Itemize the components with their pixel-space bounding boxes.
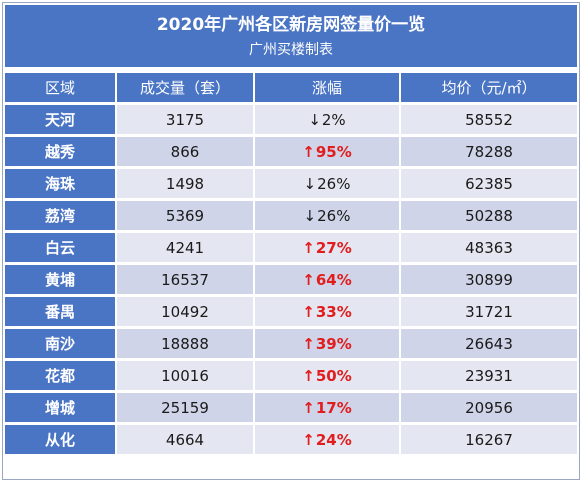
change-value: 17% bbox=[315, 398, 352, 417]
change-cell: ↓26% bbox=[253, 201, 399, 230]
page-subtitle: 广州买楼制表 bbox=[249, 42, 333, 58]
column-header-change: 涨幅 bbox=[253, 73, 399, 102]
volume-cell: 3175 bbox=[115, 105, 253, 134]
price-cell: 50288 bbox=[399, 201, 577, 230]
region-cell: 荔湾 bbox=[5, 201, 115, 230]
table-row: 增城 25159 ↑17% 20956 bbox=[5, 393, 577, 422]
arrow-up-icon: ↑ bbox=[302, 334, 315, 353]
table-row: 荔湾 5369 ↓26% 50288 bbox=[5, 201, 577, 230]
price-cell: 16267 bbox=[399, 425, 577, 454]
change-down: ↓2% bbox=[308, 111, 345, 129]
volume-cell: 4664 bbox=[115, 425, 253, 454]
change-up: ↑24% bbox=[302, 431, 351, 449]
table-row: 海珠 1498 ↓26% 62385 bbox=[5, 169, 577, 198]
change-cell: ↑27% bbox=[253, 233, 399, 262]
column-header-volume: 成交量（套） bbox=[115, 73, 253, 102]
volume-cell: 4241 bbox=[115, 233, 253, 262]
region-cell: 越秀 bbox=[5, 137, 115, 166]
price-cell: 48363 bbox=[399, 233, 577, 262]
page-title: 2020年广州各区新房网签量价一览 bbox=[156, 15, 426, 35]
change-cell: ↑95% bbox=[253, 137, 399, 166]
table-row: 从化 4664 ↑24% 16267 bbox=[5, 425, 577, 454]
change-value: 26% bbox=[317, 174, 351, 193]
column-header-region: 区域 bbox=[5, 73, 115, 102]
region-cell: 海珠 bbox=[5, 169, 115, 198]
volume-cell: 866 bbox=[115, 137, 253, 166]
change-cell: ↑39% bbox=[253, 329, 399, 358]
arrow-up-icon: ↑ bbox=[302, 398, 315, 417]
volume-cell: 1498 bbox=[115, 169, 253, 198]
region-cell: 黄埔 bbox=[5, 265, 115, 294]
change-value: 50% bbox=[315, 366, 352, 385]
change-value: 24% bbox=[315, 430, 352, 449]
change-up: ↑33% bbox=[302, 303, 351, 321]
change-down: ↓26% bbox=[304, 175, 351, 193]
change-up: ↑17% bbox=[302, 399, 351, 417]
arrow-up-icon: ↑ bbox=[302, 302, 315, 321]
price-cell: 20956 bbox=[399, 393, 577, 422]
arrow-up-icon: ↑ bbox=[302, 270, 315, 289]
change-cell: ↑64% bbox=[253, 265, 399, 294]
price-cell: 78288 bbox=[399, 137, 577, 166]
price-cell: 58552 bbox=[399, 105, 577, 134]
region-cell: 天河 bbox=[5, 105, 115, 134]
change-cell: ↓2% bbox=[253, 105, 399, 134]
arrow-up-icon: ↑ bbox=[302, 366, 315, 385]
change-cell: ↑24% bbox=[253, 425, 399, 454]
volume-cell: 5369 bbox=[115, 201, 253, 230]
arrow-up-icon: ↑ bbox=[302, 142, 315, 161]
change-value: 2% bbox=[321, 110, 346, 129]
change-value: 26% bbox=[317, 206, 351, 225]
volume-cell: 10016 bbox=[115, 361, 253, 390]
region-cell: 南沙 bbox=[5, 329, 115, 358]
change-cell: ↑17% bbox=[253, 393, 399, 422]
table-row: 越秀 866 ↑95% 78288 bbox=[5, 137, 577, 166]
arrow-down-icon: ↓ bbox=[303, 174, 317, 193]
column-header-price: 均价（元/㎡） bbox=[399, 73, 577, 102]
change-up: ↑27% bbox=[302, 239, 351, 257]
change-cell: ↑33% bbox=[253, 297, 399, 326]
table-row: 白云 4241 ↑27% 48363 bbox=[5, 233, 577, 262]
region-cell: 白云 bbox=[5, 233, 115, 262]
price-cell: 62385 bbox=[399, 169, 577, 198]
change-up: ↑95% bbox=[302, 143, 351, 161]
arrow-down-icon: ↓ bbox=[303, 206, 317, 225]
volume-cell: 10492 bbox=[115, 297, 253, 326]
change-value: 64% bbox=[315, 270, 352, 289]
change-cell: ↑50% bbox=[253, 361, 399, 390]
volume-cell: 25159 bbox=[115, 393, 253, 422]
table-row: 黄埔 16537 ↑64% 30899 bbox=[5, 265, 577, 294]
price-cell: 30899 bbox=[399, 265, 577, 294]
region-cell: 增城 bbox=[5, 393, 115, 422]
title-banner: 2020年广州各区新房网签量价一览 广州买楼制表 bbox=[5, 5, 577, 67]
table-row: 南沙 18888 ↑39% 26643 bbox=[5, 329, 577, 358]
change-value: 95% bbox=[315, 142, 352, 161]
region-cell: 花都 bbox=[5, 361, 115, 390]
header-row: 区域 成交量（套） 涨幅 均价（元/㎡） bbox=[5, 73, 577, 102]
change-up: ↑39% bbox=[302, 335, 351, 353]
price-cell: 31721 bbox=[399, 297, 577, 326]
price-cell: 23931 bbox=[399, 361, 577, 390]
change-up: ↑64% bbox=[302, 271, 351, 289]
volume-cell: 18888 bbox=[115, 329, 253, 358]
change-value: 33% bbox=[315, 302, 352, 321]
table-row: 天河 3175 ↓2% 58552 bbox=[5, 105, 577, 134]
change-down: ↓26% bbox=[304, 207, 351, 225]
arrow-up-icon: ↑ bbox=[302, 430, 315, 449]
table-row: 花都 10016 ↑50% 23931 bbox=[5, 361, 577, 390]
arrow-up-icon: ↑ bbox=[302, 238, 315, 257]
change-cell: ↓26% bbox=[253, 169, 399, 198]
arrow-down-icon: ↓ bbox=[308, 110, 321, 129]
change-value: 39% bbox=[315, 334, 352, 353]
volume-cell: 16537 bbox=[115, 265, 253, 294]
table-row: 番禺 10492 ↑33% 31721 bbox=[5, 297, 577, 326]
price-cell: 26643 bbox=[399, 329, 577, 358]
data-table: 区域 成交量（套） 涨幅 均价（元/㎡） 天河 3175 ↓2% 58552 越秀 866… bbox=[5, 70, 577, 457]
region-cell: 番禺 bbox=[5, 297, 115, 326]
change-up: ↑50% bbox=[302, 367, 351, 385]
change-value: 27% bbox=[315, 238, 352, 257]
region-cell: 从化 bbox=[5, 425, 115, 454]
